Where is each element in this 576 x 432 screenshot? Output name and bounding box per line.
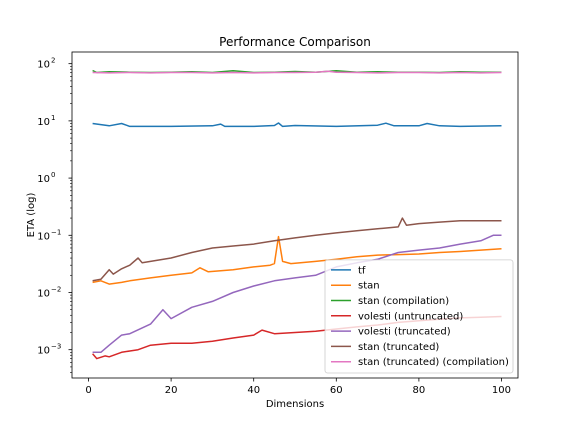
y-tick-label: 10 (37, 60, 50, 71)
x-tick-label: 80 (413, 385, 426, 396)
series-line-6 (92, 70, 502, 74)
y-tick-label: 10 (37, 174, 50, 185)
series-line-1 (92, 235, 502, 285)
legend-box (324, 259, 514, 374)
legend-label: stan (truncated) (358, 342, 439, 353)
x-tick-label: 40 (247, 385, 260, 396)
y-tick-exponent: −3 (51, 343, 61, 351)
chart-title: Performance Comparison (219, 35, 371, 49)
x-tick-label: 60 (330, 385, 343, 396)
y-tick-label: 10 (37, 288, 50, 299)
y-tick-label: 10 (37, 231, 50, 242)
legend-label: tf (358, 265, 366, 276)
plot-frame (71, 51, 519, 379)
legend-label: volesti (truncated) (358, 327, 451, 338)
x-tick-label: 20 (165, 385, 178, 396)
legend-label: stan (truncated) (compilation) (358, 357, 509, 368)
y-tick-exponent: 1 (51, 114, 55, 122)
x-axis-label: Dimensions (266, 399, 324, 410)
y-tick-exponent: 2 (51, 57, 55, 65)
y-tick-exponent: −1 (51, 228, 61, 236)
x-axis: 0 20 40 60 80 100 (85, 378, 511, 396)
series-line-0 (92, 122, 502, 128)
y-tick-exponent: −2 (51, 285, 61, 293)
series-line-5 (92, 217, 502, 282)
legend: tf stan stan (compilation) volesti (untrunc… (324, 259, 514, 374)
y-tick-exponent: 0 (51, 171, 55, 179)
series-line-4 (92, 234, 502, 354)
y-tick-label: 10 (37, 346, 50, 357)
legend-label: volesti (untruncated) (358, 311, 463, 322)
y-tick-label: 10 (37, 117, 50, 128)
x-tick-label: 100 (492, 385, 511, 396)
y-axis-label: ETA (log) (26, 193, 37, 238)
legend-label: stan (compilation) (358, 296, 449, 307)
legend-label: stan (358, 281, 380, 292)
x-tick-label: 0 (85, 385, 91, 396)
